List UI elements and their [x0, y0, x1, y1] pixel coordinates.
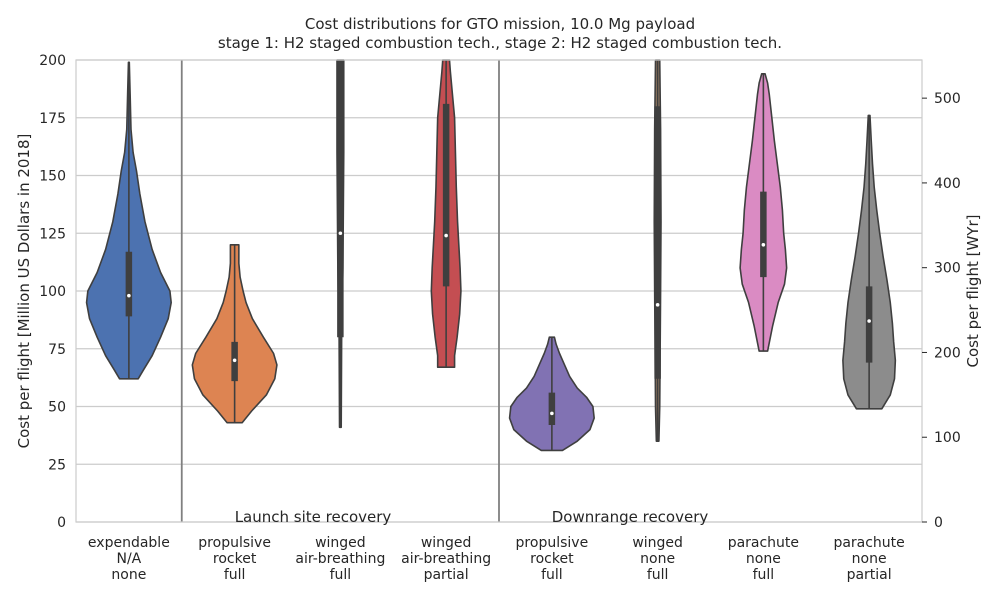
category-label-1-line-0: propulsive — [198, 535, 271, 551]
category-label-7: parachute none partial — [833, 535, 904, 583]
left-tick-label-4: 100 — [39, 284, 66, 300]
violin-median-6 — [761, 243, 766, 247]
violin-median-2 — [338, 231, 343, 236]
left-tick-label-7: 175 — [39, 111, 66, 127]
category-label-6-line-1: none — [746, 551, 781, 567]
category-label-4: propulsive rocket full — [516, 535, 589, 583]
category-label-5: winged none full — [632, 535, 683, 583]
left-tick-label-3: 75 — [48, 342, 66, 358]
category-label-3: winged air-breathing partial — [401, 535, 491, 583]
group-label-launch-site: Launch site recovery — [235, 508, 392, 526]
chart-title-line1: Cost distributions for GTO mission, 10.0… — [305, 15, 695, 33]
left-tick-label-2: 50 — [48, 400, 66, 416]
category-label-2-line-0: winged — [315, 535, 366, 551]
category-label-5-line-2: full — [647, 567, 669, 583]
right-tick-label-3: 300 — [934, 261, 961, 277]
plot-frame — [75, 59, 923, 523]
category-label-4-line-0: propulsive — [516, 535, 589, 551]
category-label-3-line-0: winged — [421, 535, 472, 551]
left-tick-label-5: 125 — [39, 226, 66, 242]
category-label-1: propulsive rocket full — [198, 535, 271, 583]
right-y-axis-label: Cost per flight [WYr] — [964, 215, 982, 368]
right-tick-label-4: 400 — [934, 176, 961, 192]
category-label-0-line-0: expendable — [88, 535, 170, 551]
category-label-1-line-1: rocket — [213, 551, 257, 567]
category-label-2: winged air-breathing full — [295, 535, 385, 583]
category-label-6: parachute none full — [728, 535, 799, 583]
category-label-5-line-1: none — [640, 551, 675, 567]
violin-median-4 — [550, 411, 554, 416]
right-tick-label-2: 200 — [934, 345, 961, 361]
group-label-downrange: Downrange recovery — [552, 508, 709, 526]
category-label-0: expendable N/A none — [88, 535, 170, 583]
category-label-0-line-2: none — [111, 567, 146, 583]
left-tick-label-8: 200 — [39, 53, 66, 69]
category-label-6-line-2: full — [753, 567, 775, 583]
violin-layer — [85, 59, 897, 452]
left-tick-label-6: 150 — [39, 169, 66, 185]
category-label-3-line-1: air-breathing — [401, 551, 491, 567]
category-label-2-line-1: air-breathing — [295, 551, 385, 567]
category-label-0-line-1: N/A — [116, 551, 141, 567]
right-tick-label-0: 0 — [934, 515, 943, 531]
violin-median-7 — [867, 319, 871, 323]
category-label-2-line-2: full — [330, 567, 352, 583]
category-label-7-line-2: partial — [847, 567, 892, 583]
left-y-axis-label: Cost per flight [Million US Dollars in 2… — [15, 134, 33, 449]
violin-median-5 — [655, 303, 660, 307]
category-label-6-line-0: parachute — [728, 535, 799, 551]
category-label-4-line-1: rocket — [530, 551, 574, 567]
right-tick-label-1: 100 — [934, 430, 961, 446]
left-tick-label-0: 0 — [57, 515, 66, 531]
left-tick-label-1: 25 — [48, 457, 66, 473]
category-label-7-line-0: parachute — [833, 535, 904, 551]
violin-median-3 — [444, 233, 448, 238]
violin-median-0 — [127, 293, 131, 298]
category-label-5-line-0: winged — [632, 535, 683, 551]
violin-median-1 — [232, 358, 237, 363]
category-label-1-line-2: full — [224, 567, 246, 583]
right-y-axis: 0 100 200 300 400 500 — [922, 91, 961, 531]
left-y-axis: 0 25 50 75 100 125 150 175 200 — [39, 53, 66, 531]
category-label-3-line-2: partial — [424, 567, 469, 583]
chart-title-line2: stage 1: H2 staged combustion tech., sta… — [218, 34, 782, 52]
separator-layer — [180, 60, 500, 522]
category-label-4-line-2: full — [541, 567, 563, 583]
category-label-7-line-1: none — [852, 551, 887, 567]
right-tick-label-5: 500 — [934, 91, 961, 107]
